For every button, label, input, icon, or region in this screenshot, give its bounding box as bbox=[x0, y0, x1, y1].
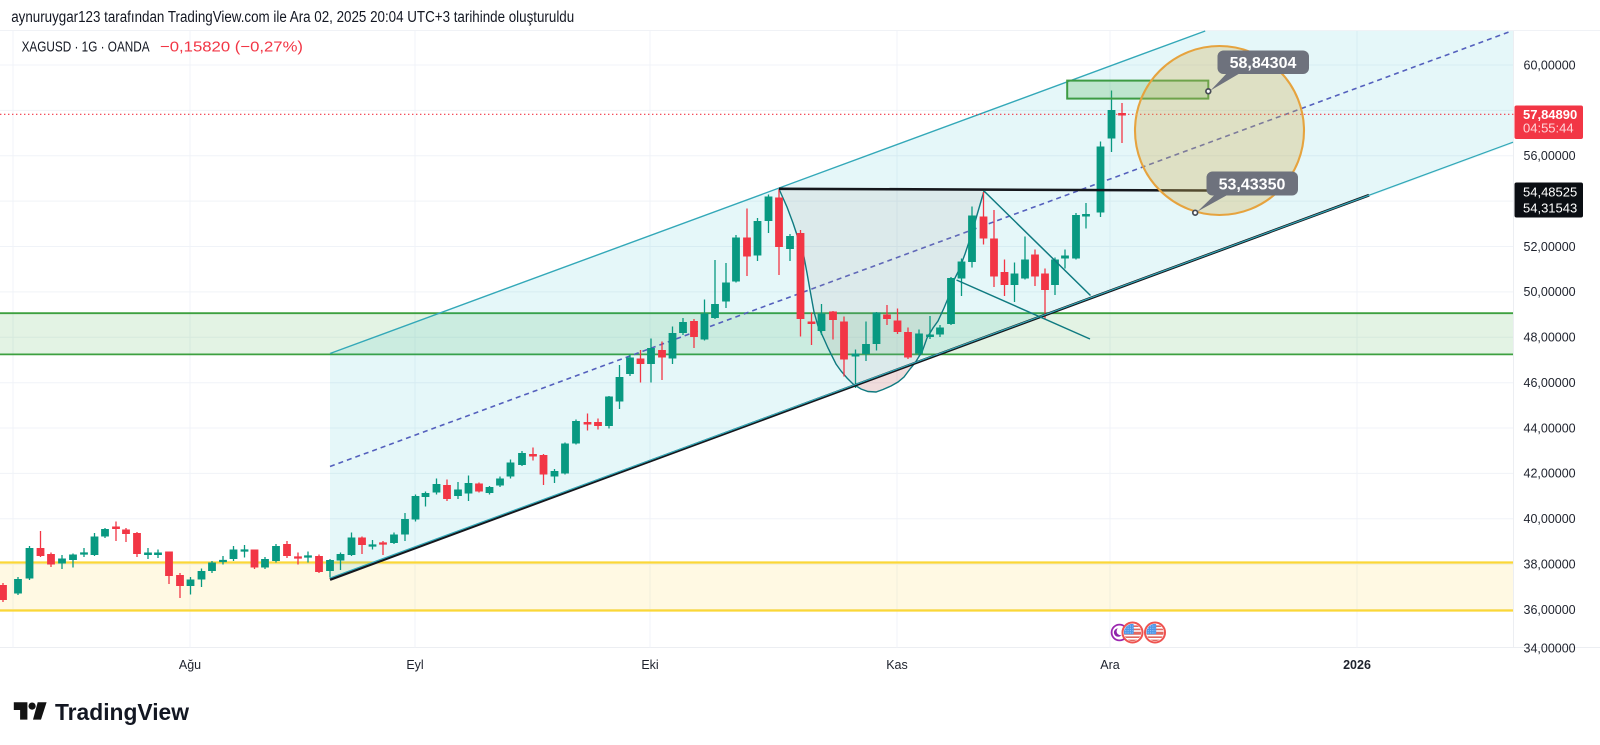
svg-text:57,84890: 57,84890 bbox=[1523, 107, 1577, 122]
svg-text:aynuruygar123 tarafından Tradi: aynuruygar123 tarafından TradingView.com… bbox=[11, 9, 574, 26]
svg-text:Kas: Kas bbox=[886, 658, 908, 672]
svg-text:Eyl: Eyl bbox=[406, 658, 423, 672]
svg-text:52,00000: 52,00000 bbox=[1524, 240, 1576, 254]
svg-text:60,00000: 60,00000 bbox=[1524, 58, 1576, 72]
svg-text:34,00000: 34,00000 bbox=[1524, 641, 1576, 655]
svg-text:Eki: Eki bbox=[641, 658, 658, 672]
svg-text:54,48525: 54,48525 bbox=[1523, 185, 1577, 200]
svg-text:Ara: Ara bbox=[1100, 658, 1120, 672]
svg-text:42,00000: 42,00000 bbox=[1524, 467, 1576, 481]
svg-text:40,00000: 40,00000 bbox=[1524, 512, 1576, 526]
svg-text:36,00000: 36,00000 bbox=[1524, 603, 1576, 617]
svg-text:58,84304: 58,84304 bbox=[1230, 55, 1297, 72]
svg-text:44,00000: 44,00000 bbox=[1524, 421, 1576, 435]
svg-text:2026: 2026 bbox=[1343, 658, 1371, 672]
svg-text:46,00000: 46,00000 bbox=[1524, 376, 1576, 390]
svg-text:38,00000: 38,00000 bbox=[1524, 558, 1576, 572]
svg-text:TradingView: TradingView bbox=[55, 699, 189, 725]
svg-text:53,43350: 53,43350 bbox=[1219, 177, 1286, 194]
svg-text:56,00000: 56,00000 bbox=[1524, 149, 1576, 163]
svg-text:Ağu: Ağu bbox=[179, 658, 201, 672]
svg-text:48,00000: 48,00000 bbox=[1524, 331, 1576, 345]
svg-text:50,00000: 50,00000 bbox=[1524, 285, 1576, 299]
svg-text:54,31543: 54,31543 bbox=[1523, 201, 1577, 216]
svg-text:XAGUSD · 1G · OANDA: XAGUSD · 1G · OANDA bbox=[22, 39, 150, 56]
svg-text:−0,15820 (−0,27%): −0,15820 (−0,27%) bbox=[160, 39, 303, 56]
svg-text:04:55:44: 04:55:44 bbox=[1523, 121, 1574, 136]
